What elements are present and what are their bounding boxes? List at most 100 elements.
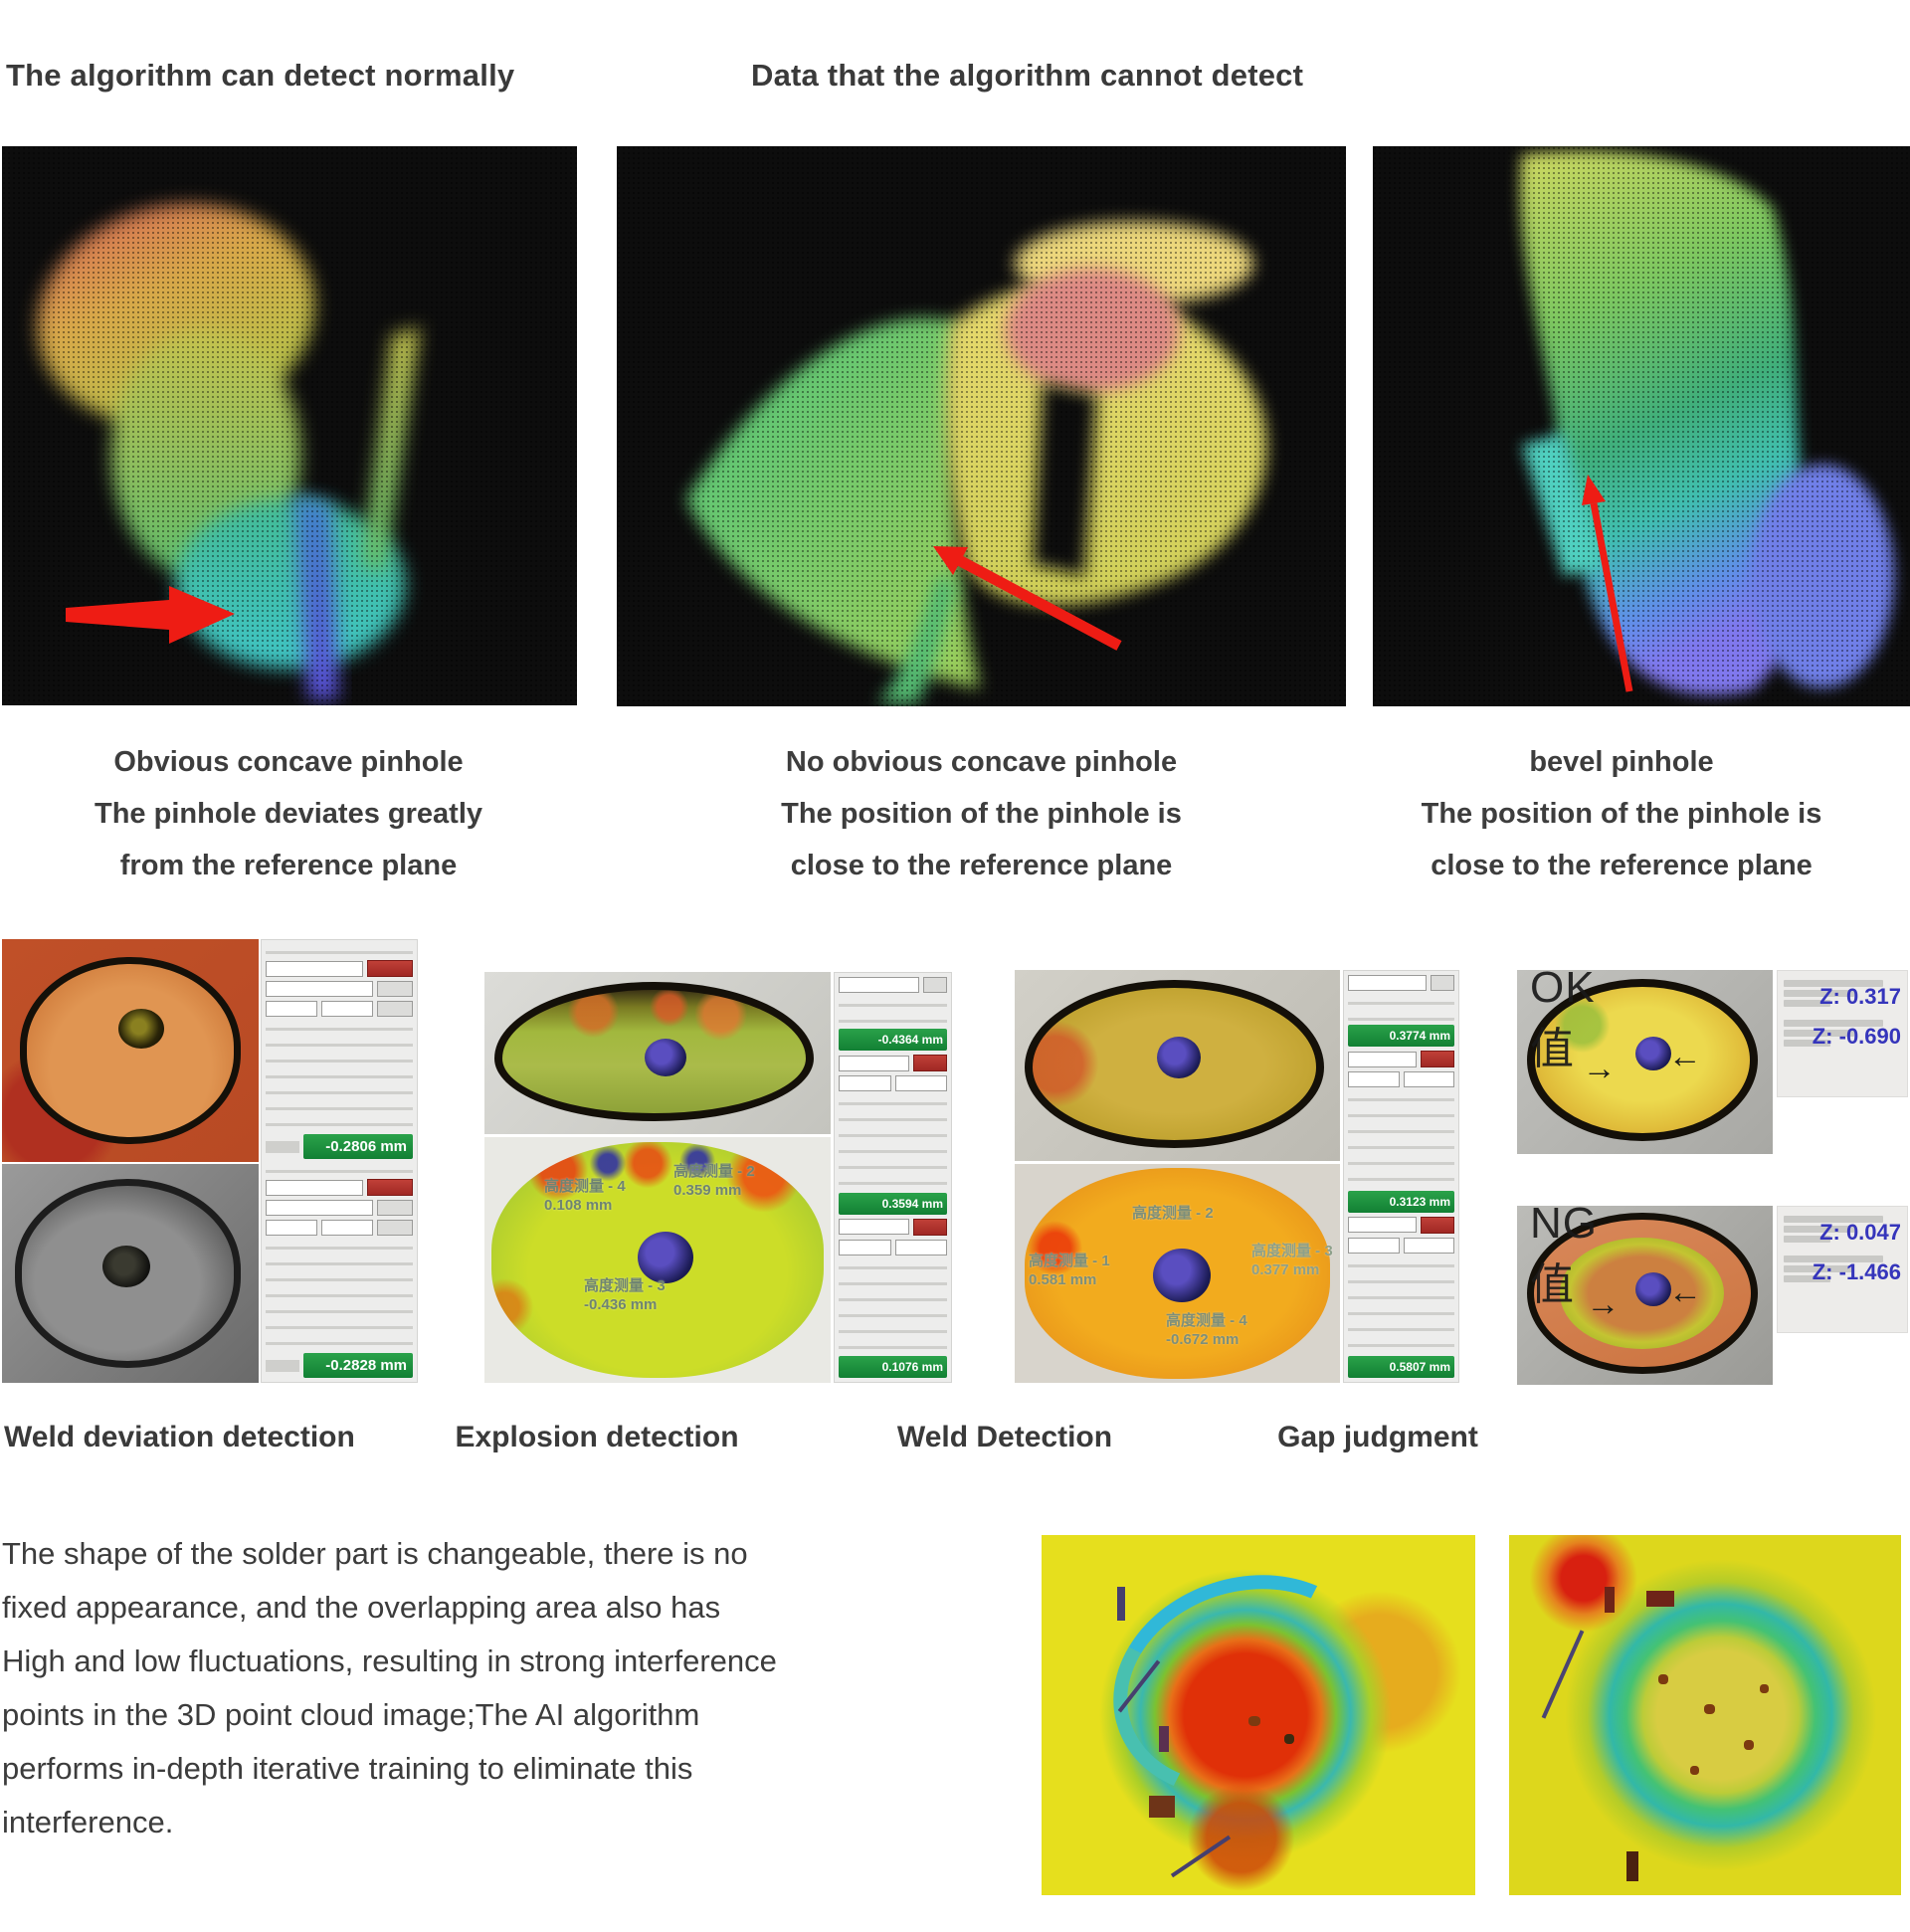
interference-point [1284,1734,1294,1744]
tool-button[interactable] [923,977,947,993]
paragraph-line: performs in-depth iterative training to … [2,1751,693,1786]
bottom-paragraph: The shape of the solder part is changeab… [2,1527,1037,1849]
weld-oval [14,1179,241,1368]
param-input[interactable] [839,1239,891,1256]
caption-line: from the reference plane [119,850,458,881]
caption-line: No obvious concave pinhole [785,746,1178,778]
weld-oval: → ← [1527,1213,1758,1375]
z-value: Z: -1.466 [1812,1259,1901,1284]
result-badge: 0.1076 mm [839,1356,947,1378]
ok-value-tag: OK值 [1530,963,1596,1073]
pointcloud-graphic [1373,146,1910,706]
result-badge: 0.3123 mm [1348,1190,1454,1213]
z-block: Z: 0.047 [1784,1216,1901,1246]
param-input[interactable] [266,960,363,977]
red-arrow-icon [933,546,1122,651]
caption-line: The position of the pinhole is [781,798,1182,830]
interference-point [1658,1674,1668,1684]
pointcloud-graphic [617,146,1346,706]
interference-point [1744,1740,1754,1750]
param-input[interactable] [266,1200,373,1216]
apply-button[interactable] [1421,1051,1454,1067]
param-input[interactable] [894,1239,947,1256]
measurement-annotation: 高度测量 - 3 -0.436 mm [584,1277,666,1313]
param-input[interactable] [1348,1237,1400,1254]
apply-button[interactable] [367,960,413,977]
caption-bevel: bevel pinhole The position of the pinhol… [1333,736,1910,891]
control-panel: -0.4364 mm 0.3594 mm 0.1076 mm [834,972,952,1383]
heightmap-photo: 高度测量 - 4 0.108 mm 高度测量 - 2 0.359 mm 高度测量 -… [484,1137,831,1383]
measurement-annotation: 高度测量 - 2 0.359 mm [673,1163,755,1199]
measurement-annotation: 高度测量 - 3 0.377 mm [1251,1243,1333,1278]
tool-button[interactable] [1431,975,1454,991]
paragraph-line: The shape of the solder part is changeab… [2,1536,748,1571]
caption-line: Obvious concave pinhole [113,746,464,778]
param-input[interactable] [839,1075,891,1091]
param-input[interactable] [1348,975,1427,991]
interference-point [1690,1766,1699,1775]
z-value: Z: -0.690 [1812,1024,1901,1049]
heatmap-ring-arc [1083,1541,1408,1832]
pinhole [101,1245,150,1287]
tool-button[interactable] [377,1220,413,1236]
param-input[interactable] [266,1179,363,1196]
weld-photo-color [2,939,259,1162]
param-input[interactable] [266,1001,317,1017]
measurement-annotation: 高度测量 - 4 0.108 mm [544,1178,626,1214]
control-panel: 0.3774 mm 0.3123 mm 0.5807 mm [1343,970,1459,1383]
param-input[interactable] [1403,1237,1454,1254]
param-input[interactable] [1348,1217,1417,1233]
param-input[interactable] [266,981,373,997]
paragraph-line: points in the 3D point cloud image;The A… [2,1697,700,1732]
weld-oval: → ← [1527,979,1758,1142]
pointcloud-image-no-obvious [617,146,1346,706]
param-input[interactable] [1348,1071,1400,1087]
red-arrow-icon [66,586,235,644]
tool-button[interactable] [377,1001,413,1017]
pinhole [1152,1248,1211,1302]
param-input[interactable] [321,1001,373,1017]
pinhole [117,1009,164,1050]
caption-line: close to the reference plane [790,850,1173,881]
interference-point [1646,1591,1674,1607]
z-panel-ng: Z: 0.047 Z: -1.466 [1777,1206,1908,1333]
caption-line: The pinhole deviates greatly [95,798,482,830]
weld-oval [1024,979,1324,1148]
param-input[interactable] [266,1220,317,1236]
pinhole [645,1039,687,1077]
title-right: Data that the algorithm cannot detect [751,58,1304,93]
pinhole [1635,1272,1672,1307]
pointcloud-image-normal [2,146,577,705]
interference-point [1159,1726,1169,1752]
param-input[interactable] [1403,1071,1454,1087]
apply-button[interactable] [913,1055,947,1071]
pinhole [637,1232,693,1284]
apply-button[interactable] [1421,1216,1454,1234]
arrow-left-icon: ← [1667,1038,1702,1076]
label-gap-judgment: Gap judgment [1277,1421,1478,1453]
pointcloud-graphic [2,146,577,705]
param-input[interactable] [1348,1051,1417,1067]
weld-oval [20,956,241,1145]
param-input[interactable] [839,977,919,993]
red-arrow-icon [1582,475,1633,692]
apply-button[interactable] [913,1218,947,1236]
pinhole [1157,1036,1202,1078]
tool-button[interactable] [377,981,413,997]
arrow-right-icon: → [1586,1285,1621,1324]
paragraph-line: fixed appearance, and the overlapping ar… [2,1590,721,1625]
param-input[interactable] [839,1219,909,1235]
z-panel-ok: Z: 0.317 Z: -0.690 [1777,970,1908,1097]
control-panel: -0.2806 mm -0.2828 mm [261,939,418,1383]
apply-button[interactable] [367,1179,413,1196]
param-input[interactable] [321,1220,373,1236]
param-input[interactable] [839,1055,909,1071]
title-left: The algorithm can detect normally [6,58,515,93]
weld-photo-top [1015,970,1340,1161]
caption-line: The position of the pinhole is [1421,798,1822,830]
tool-button[interactable] [377,1200,413,1216]
param-input[interactable] [894,1075,947,1091]
paragraph-line: High and low fluctuations, resulting in … [2,1643,777,1678]
z-value: Z: 0.047 [1819,1220,1901,1245]
